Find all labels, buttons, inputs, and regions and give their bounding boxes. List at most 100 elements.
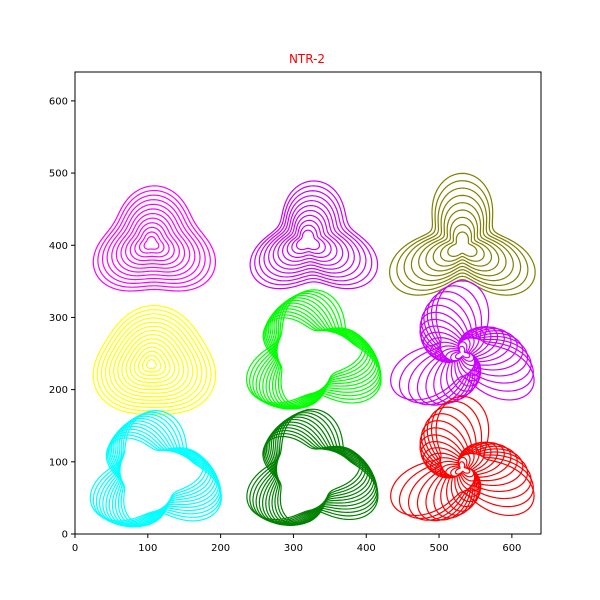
curve-ring	[266, 308, 372, 410]
axes-layer: 0 100 200 300 400 500 600 0 100 200 300 400 500 600	[49, 96, 522, 554]
curve-ring	[262, 418, 375, 526]
x-tick-label: 300	[284, 543, 303, 554]
curve-ring	[92, 411, 222, 523]
curve-ring	[106, 434, 207, 527]
curve-ring	[105, 437, 205, 526]
curve-ring	[419, 318, 512, 401]
curve-ring	[425, 326, 492, 387]
curve-ring	[145, 359, 157, 369]
curve-ring	[263, 195, 361, 278]
y-tick-label: 300	[49, 313, 68, 324]
curve-ring	[398, 285, 534, 404]
curve-ring	[398, 400, 534, 520]
curve-ring	[265, 427, 369, 526]
curve-ring	[141, 354, 162, 373]
curve-ring	[111, 203, 196, 277]
curve-ring	[267, 424, 371, 526]
curve-ring	[420, 325, 505, 397]
curve-ring	[430, 443, 486, 497]
curve-ring	[134, 226, 170, 258]
curve-ring	[92, 304, 217, 416]
curve-ring	[108, 422, 217, 528]
curve-ring	[109, 321, 198, 401]
curve-ring	[258, 297, 379, 409]
curve-ring	[418, 202, 507, 277]
curve-ring	[89, 410, 222, 522]
curve-ring	[115, 208, 191, 273]
curve-ring	[100, 313, 208, 408]
curve-series	[92, 185, 217, 292]
curve-ring	[450, 341, 475, 362]
curve-ring	[252, 292, 381, 407]
curve-ring	[419, 427, 518, 519]
curve-ring	[389, 172, 536, 296]
curve-ring	[110, 425, 215, 528]
curve-ring	[133, 346, 171, 380]
curve-ring	[422, 441, 499, 508]
curve-ring	[106, 199, 201, 281]
curve-series	[246, 408, 379, 526]
curve-ring	[262, 317, 364, 408]
curve-ring	[454, 345, 471, 360]
curve-ring	[255, 414, 377, 524]
curve-ring	[444, 452, 478, 482]
curve-ring	[277, 209, 344, 266]
curve-ring	[263, 314, 367, 409]
curve-ring	[246, 408, 379, 521]
curve-ring	[416, 297, 529, 406]
x-tick-label: 100	[138, 543, 157, 554]
plot-frame	[74, 71, 542, 535]
curve-ring	[439, 224, 485, 262]
curve-series	[390, 280, 535, 406]
curve-ring	[295, 229, 321, 251]
curve-ring	[403, 187, 522, 287]
x-tick-label: 200	[211, 543, 230, 554]
curves-layer	[89, 172, 536, 528]
curve-ring	[125, 217, 180, 266]
curve-ring	[101, 194, 206, 284]
curve-ring	[447, 231, 478, 257]
curve-ring	[425, 442, 492, 503]
curve-ring	[390, 280, 535, 401]
x-tick-label: 600	[502, 543, 521, 554]
curve-ring	[416, 413, 529, 522]
curve-ring	[267, 305, 374, 410]
curve-series	[92, 304, 217, 416]
curve-ring	[396, 180, 529, 291]
curve-ring	[407, 406, 532, 521]
curve-ring	[137, 350, 167, 377]
curve-series	[390, 395, 535, 522]
curve-ring	[420, 420, 524, 521]
curve-ring	[245, 289, 382, 404]
curve-series	[389, 172, 536, 296]
y-tick-label: 500	[49, 169, 68, 180]
curve-ring	[98, 415, 221, 526]
curve-ring	[138, 231, 165, 254]
curve-ring	[420, 304, 524, 406]
curve-ring	[268, 200, 355, 274]
curve-ring	[291, 224, 326, 255]
curve-ring	[109, 428, 212, 528]
curve-ring	[258, 416, 376, 525]
curve-ring	[113, 325, 194, 398]
x-tick-label: 400	[357, 543, 376, 554]
curve-ring	[434, 445, 481, 492]
curve-ring	[262, 299, 378, 410]
curve-ring	[264, 311, 369, 410]
curve-ring	[120, 212, 186, 269]
curve-ring	[107, 431, 210, 527]
curve-ring	[117, 329, 189, 394]
curve-ring	[249, 180, 379, 290]
curve-ring	[252, 412, 378, 523]
curve-ring	[444, 337, 478, 367]
curve-ring	[105, 420, 218, 527]
curve-ring	[97, 189, 211, 288]
curve-ring	[419, 434, 512, 516]
curve-ring	[265, 421, 373, 526]
curve-ring	[262, 435, 361, 524]
curve-ring	[102, 417, 220, 527]
curve-ring	[249, 410, 379, 522]
curve-ring	[430, 327, 486, 382]
